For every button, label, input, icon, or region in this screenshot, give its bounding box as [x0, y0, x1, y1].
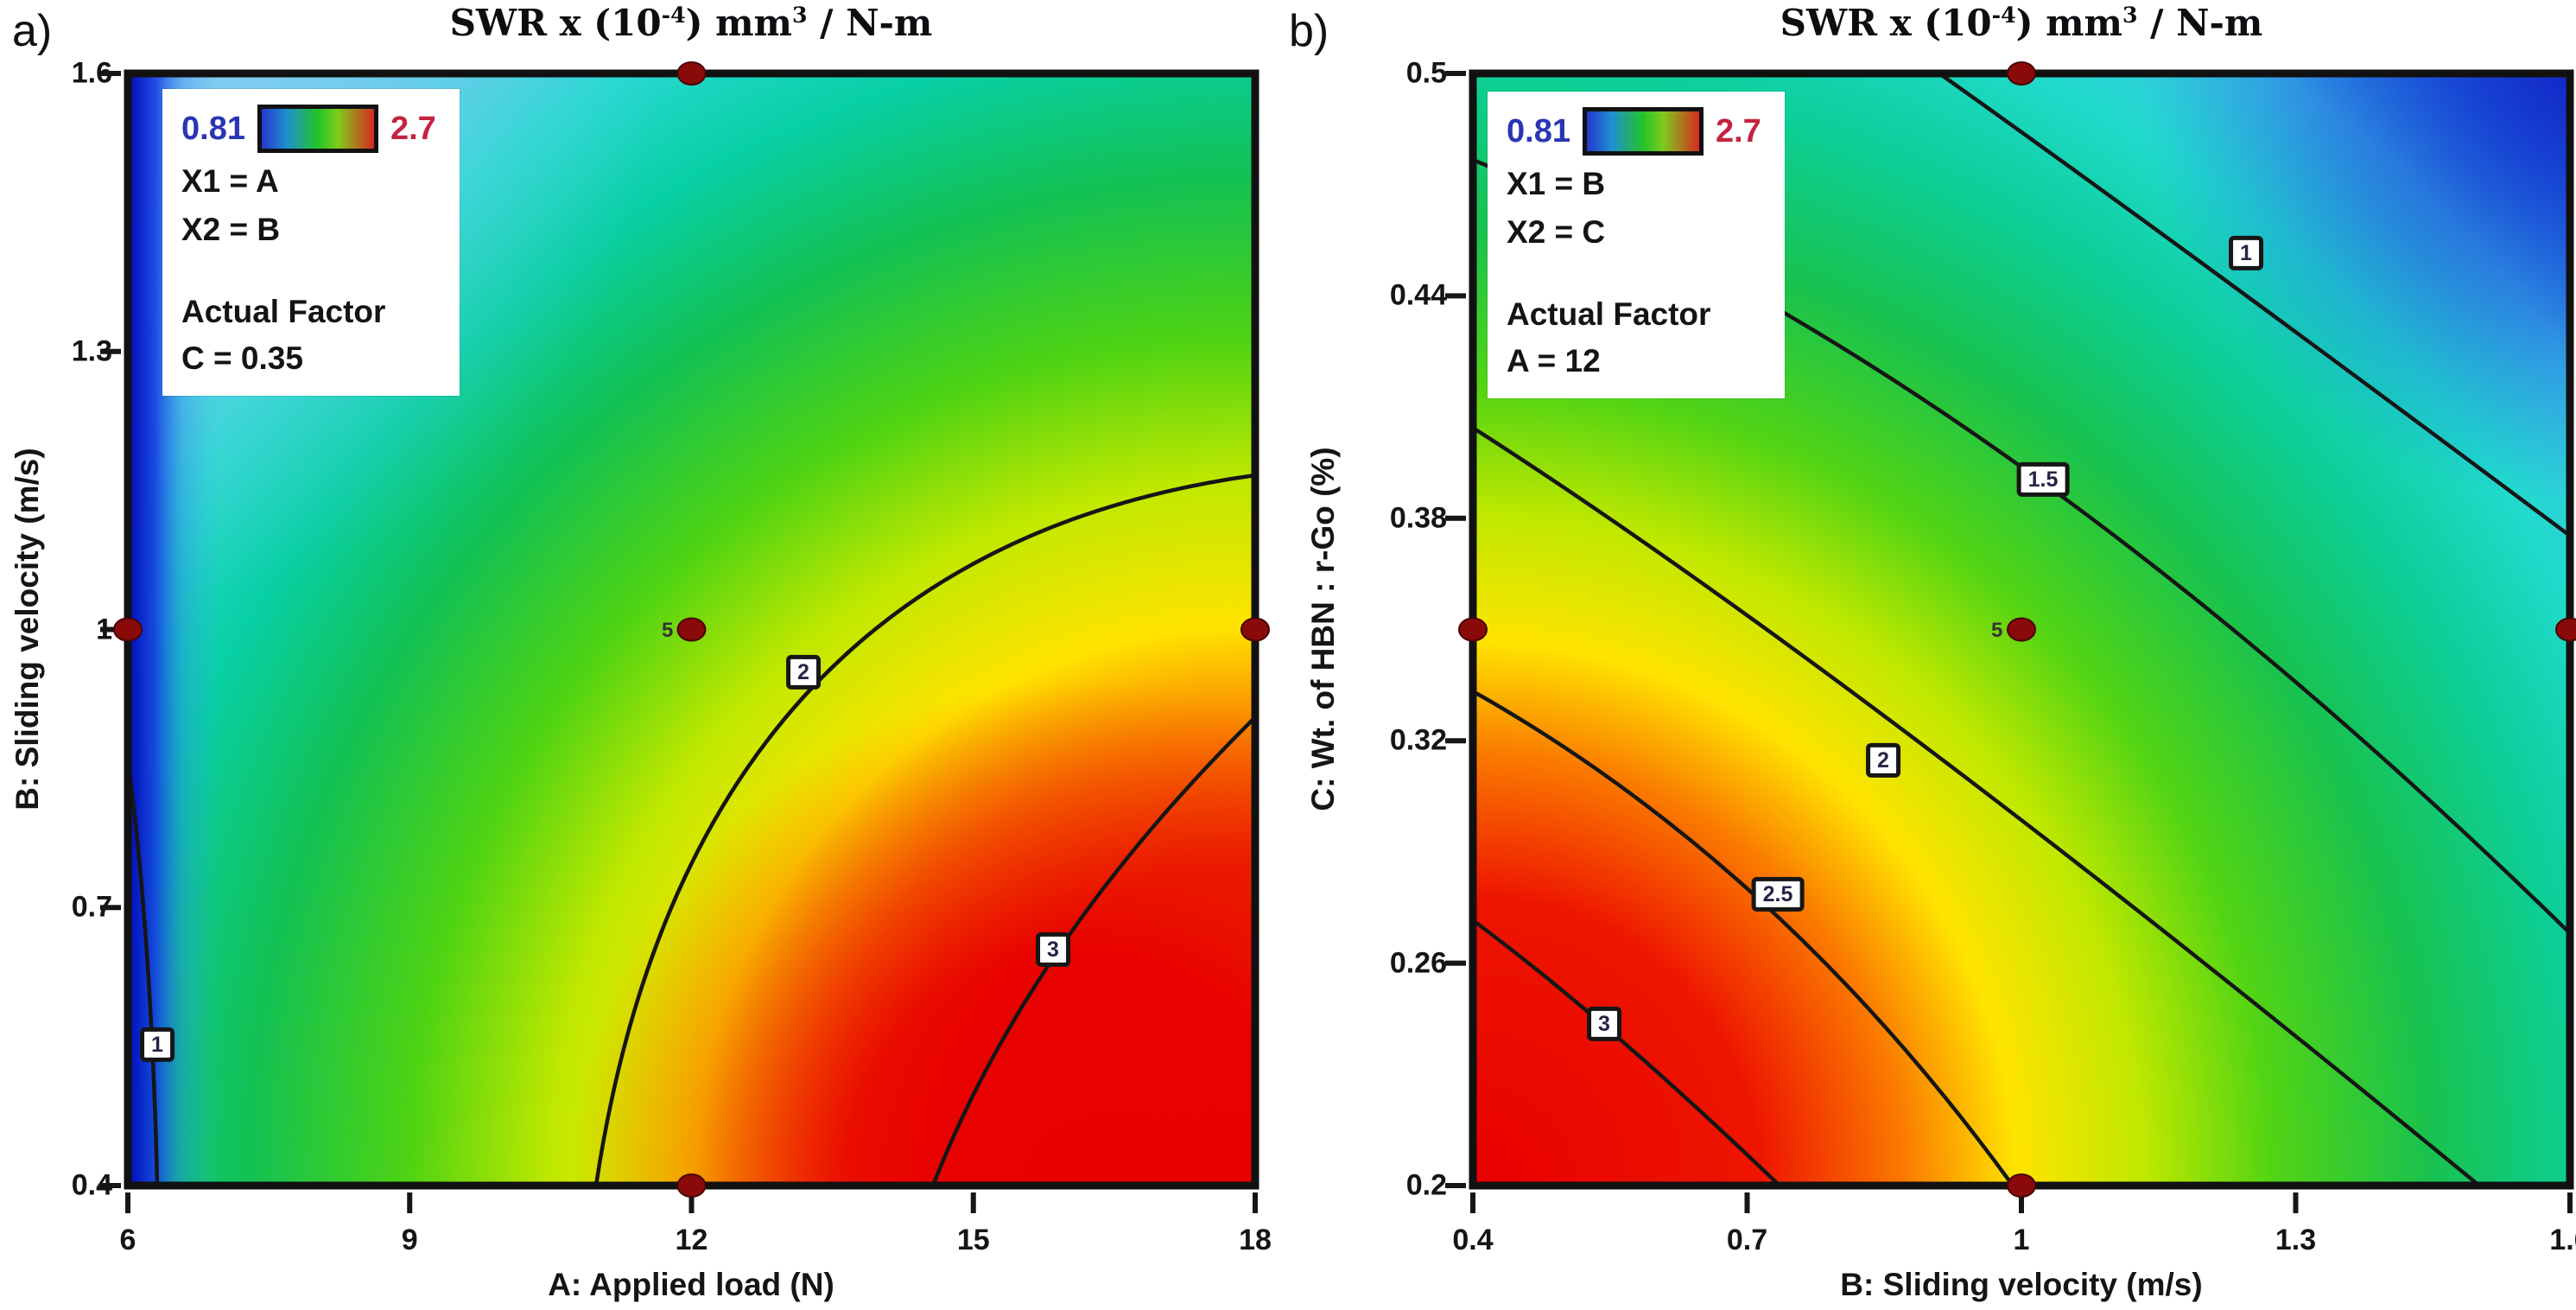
plot-b-contour-label-2: 2 — [1866, 742, 1900, 779]
plot-b-title-p3: / N-m — [2137, 2, 2263, 44]
plot-a-contour-label-1: 1 — [140, 1027, 174, 1063]
design-point — [1240, 617, 1270, 642]
plot-a-contour-1 — [127, 773, 160, 1186]
plot-a-title-p2: ) mm — [685, 2, 792, 44]
panel-b-label: b) — [1289, 6, 1329, 56]
plot-b-title-exp: -4 — [1991, 2, 2016, 28]
plot-b-ytick-1: 0.44 — [1389, 278, 1447, 312]
plot-b-contour-label-2p5: 2.5 — [1751, 876, 1805, 913]
plot-b-xtick-3: 1.3 — [2275, 1224, 2317, 1256]
plot-a-xtick-0: 6 — [119, 1224, 136, 1256]
plot-b-ytick-0: 0.5 — [1405, 56, 1447, 90]
design-point — [2007, 1173, 2036, 1198]
plot-a-ytick-0: 1.6 — [71, 56, 112, 90]
plot-a-legend-factor-value: C = 0.35 — [181, 340, 303, 376]
plot-a-ytick-4: 0.4 — [71, 1168, 112, 1202]
plot-b-design-points — [1458, 61, 2576, 1198]
plot-a-legend-x1: X1 = A — [181, 163, 279, 199]
plot-b-legend-factor-heading: Actual Factor — [1507, 296, 1711, 332]
color-scale-bar — [1582, 107, 1704, 156]
plot-a-scale-max: 2.7 — [390, 110, 436, 147]
design-point — [676, 61, 707, 86]
plot-a-legend-x2: X2 = B — [181, 212, 281, 248]
design-point — [2555, 617, 2576, 642]
plot-b-title-p1: SWR x (10 — [1780, 2, 1992, 44]
design-point — [676, 1173, 707, 1198]
plot-a-title-p3: / N-m — [807, 2, 933, 44]
plot-b-contour-label-1: 1 — [2229, 235, 2263, 271]
plot-a-contour-label-3: 3 — [1036, 932, 1070, 968]
plot-a-legend: 0.81 2.7 X1 = A X2 = B Actual Factor C =… — [162, 89, 460, 396]
plot-b-ytick-4: 0.26 — [1389, 946, 1447, 980]
plot-a-xtick-4: 18 — [1239, 1224, 1272, 1256]
plot-a-xaxis-title: A: Applied load (N) — [548, 1267, 834, 1302]
plot-b-ytick-2: 0.38 — [1389, 501, 1447, 535]
plot-a-xtick-1: 9 — [401, 1224, 418, 1256]
plot-b-contour-svg: 5 — [1445, 61, 2576, 1213]
plot-a-ytick-1: 1.3 — [71, 334, 112, 368]
plot-b-xtick-2: 1 — [2013, 1224, 2030, 1256]
plot-a-title-cube: 3 — [791, 2, 808, 28]
plot-b-contour-2 — [1471, 426, 2481, 1187]
plot-b-xtick-4: 1.6 — [2549, 1224, 2576, 1256]
plot-b-center-runs-label: 5 — [1991, 619, 2002, 642]
plot-a-ytick-3: 0.7 — [71, 890, 112, 924]
plot-a-ytick-2: 1 — [96, 613, 112, 645]
plot-b-xtick-1: 0.7 — [1726, 1224, 1768, 1256]
panel-a-label: a) — [12, 6, 53, 56]
plot-b-title-cube: 3 — [2122, 2, 2138, 28]
plot-b-scale-max: 2.7 — [1715, 112, 1761, 149]
design-point — [113, 617, 143, 642]
plot-b-contour-label-3: 3 — [1587, 1006, 1621, 1042]
plot-a-legend-scale: 0.81 2.7 — [181, 105, 441, 153]
plot-a-title-p1: SWR x (10 — [449, 2, 662, 44]
plot-b-area: 5 — [1445, 61, 2576, 1213]
plot-a-contour-label-2: 2 — [786, 654, 821, 690]
plot-b-contour-label-1p5: 1.5 — [2016, 461, 2070, 498]
plot-b-yaxis-title: C: Wt. of HBN : r-Go (%) — [1305, 447, 1341, 811]
design-point — [2007, 61, 2036, 86]
design-point — [1458, 617, 1488, 642]
plot-a-xtick-2: 12 — [675, 1224, 708, 1256]
plot-b-legend: 0.81 2.7 X1 = B X2 = C Actual Factor A =… — [1488, 92, 1785, 398]
plot-b-title: SWR x (10-4) mm3 / N-m — [1780, 2, 2263, 44]
plot-a-design-points — [113, 61, 1270, 1198]
plot-a-xtick-3: 15 — [956, 1224, 990, 1256]
plot-b-scale-min: 0.81 — [1507, 112, 1570, 149]
design-point-center — [2007, 617, 2036, 642]
plot-b-xaxis-title: B: Sliding velocity (m/s) — [1840, 1267, 2203, 1302]
plot-b-contour-1 — [1938, 72, 2572, 537]
plot-a-title-exp: -4 — [661, 2, 686, 28]
plot-b-title-p2: ) mm — [2015, 2, 2122, 44]
plot-a-contour-2 — [593, 473, 1256, 1186]
plot-b-legend-x1: X1 = B — [1507, 166, 1606, 201]
plot-b-ytick-3: 0.32 — [1389, 723, 1447, 757]
plot-b-legend-factor-value: A = 12 — [1507, 342, 1601, 378]
plot-b-ytick-5: 0.2 — [1405, 1168, 1447, 1202]
plot-b-legend-x2: X2 = C — [1507, 214, 1606, 251]
plot-b-legend-scale: 0.81 2.7 — [1507, 107, 1766, 156]
plot-b-tick-marks — [1445, 71, 2573, 1213]
plot-a-scale-min: 0.81 — [181, 110, 245, 147]
color-scale-bar — [257, 105, 378, 153]
plot-a-tick-marks — [100, 71, 1258, 1213]
plot-a-title: SWR x (10-4) mm3 / N-m — [450, 2, 933, 44]
plot-a-legend-factor-heading: Actual Factor — [181, 293, 386, 329]
design-point-center — [676, 617, 707, 642]
plot-a-center-runs-label: 5 — [662, 619, 673, 642]
plot-b-xtick-0: 0.4 — [1452, 1224, 1494, 1256]
